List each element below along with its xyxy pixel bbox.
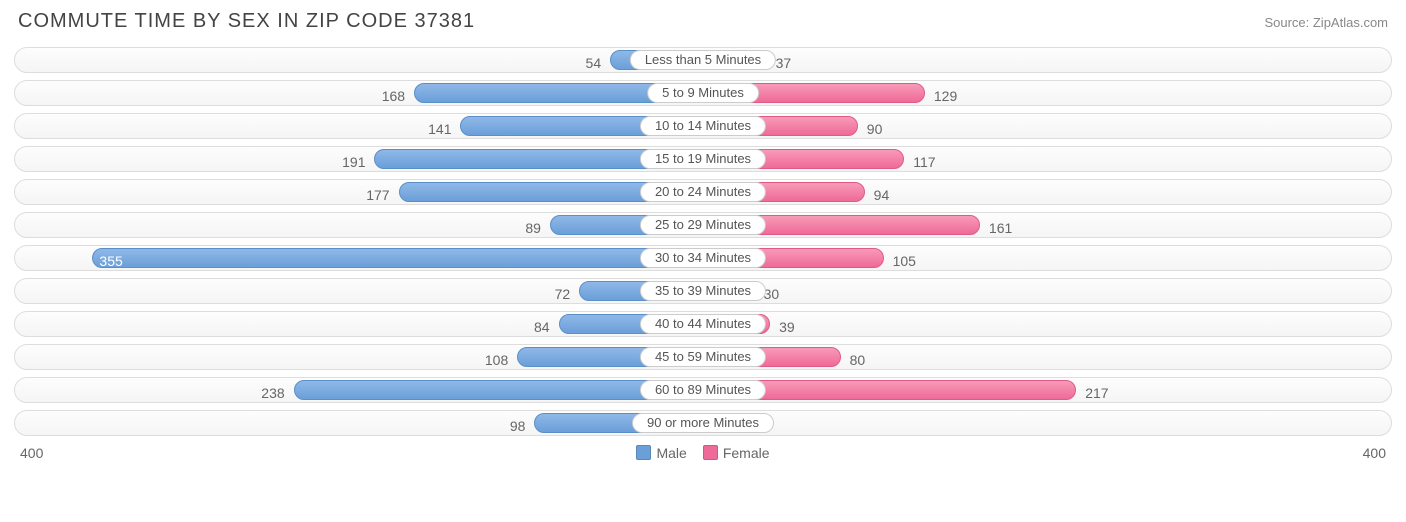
female-half: 30 — [703, 279, 1391, 303]
male-value: 108 — [485, 348, 518, 372]
male-half: 72 — [15, 279, 703, 303]
male-value: 191 — [342, 150, 375, 174]
female-value: 117 — [903, 150, 935, 174]
legend: Male Female — [636, 445, 769, 461]
chart-row: 355 105 30 to 34 Minutes — [14, 245, 1392, 271]
chart-row: 141 90 10 to 14 Minutes — [14, 113, 1392, 139]
category-label: 40 to 44 Minutes — [640, 314, 766, 334]
female-half: 39 — [703, 312, 1391, 336]
male-swatch-icon — [636, 445, 651, 460]
male-value: 355 — [99, 249, 122, 273]
category-label: 15 to 19 Minutes — [640, 149, 766, 169]
male-value: 141 — [428, 117, 461, 141]
chart-row: 177 94 20 to 24 Minutes — [14, 179, 1392, 205]
male-value: 89 — [525, 216, 551, 240]
chart-row: 72 3035 to 39 Minutes — [14, 278, 1392, 304]
chart-row: 191 117 15 to 19 Minutes — [14, 146, 1392, 172]
male-half: 89 — [15, 213, 703, 237]
female-value: 39 — [769, 315, 795, 339]
male-half: 177 — [15, 180, 703, 204]
female-half: 37 — [703, 48, 1391, 72]
category-label: Less than 5 Minutes — [630, 50, 776, 70]
chart-row: 238 217 60 to 89 Minutes — [14, 377, 1392, 403]
female-half: 80 — [703, 345, 1391, 369]
female-value: 161 — [979, 216, 1012, 240]
chart-container: COMMUTE TIME BY SEX IN ZIP CODE 37381 So… — [0, 0, 1406, 467]
female-value: 80 — [840, 348, 866, 372]
female-half: 0 — [703, 411, 1391, 435]
legend-male-label: Male — [656, 445, 686, 461]
chart-footer: 400 Male Female 400 — [14, 443, 1392, 461]
legend-female: Female — [703, 445, 770, 461]
female-half: 117 — [703, 147, 1391, 171]
category-label: 10 to 14 Minutes — [640, 116, 766, 136]
chart-row: 89 161 25 to 29 Minutes — [14, 212, 1392, 238]
axis-max-right: 400 — [1363, 445, 1386, 461]
male-value: 54 — [586, 51, 612, 75]
female-half: 129 — [703, 81, 1391, 105]
male-value: 168 — [382, 84, 415, 108]
male-value: 238 — [261, 381, 294, 405]
female-half: 161 — [703, 213, 1391, 237]
male-half: 54 — [15, 48, 703, 72]
chart-source: Source: ZipAtlas.com — [1264, 15, 1388, 30]
male-half: 191 — [15, 147, 703, 171]
chart-title: COMMUTE TIME BY SEX IN ZIP CODE 37381 — [18, 10, 475, 33]
chart-row: 108 80 45 to 59 Minutes — [14, 344, 1392, 370]
male-half: 141 — [15, 114, 703, 138]
chart-header: COMMUTE TIME BY SEX IN ZIP CODE 37381 So… — [14, 10, 1392, 33]
female-value: 90 — [857, 117, 883, 141]
female-half: 90 — [703, 114, 1391, 138]
female-value: 105 — [883, 249, 916, 273]
male-value: 72 — [555, 282, 581, 306]
female-swatch-icon — [703, 445, 718, 460]
female-half: 94 — [703, 180, 1391, 204]
category-label: 60 to 89 Minutes — [640, 380, 766, 400]
category-label: 35 to 39 Minutes — [640, 281, 766, 301]
female-half: 105 — [703, 246, 1391, 270]
category-label: 45 to 59 Minutes — [640, 347, 766, 367]
category-label: 25 to 29 Minutes — [640, 215, 766, 235]
male-half: 108 — [15, 345, 703, 369]
male-half: 238 — [15, 378, 703, 402]
male-value: 84 — [534, 315, 560, 339]
category-label: 90 or more Minutes — [632, 413, 774, 433]
female-half: 217 — [703, 378, 1391, 402]
chart-row: 168 129 5 to 9 Minutes — [14, 80, 1392, 106]
chart-body: 54 37Less than 5 Minutes 168 129 5 to 9 Minu… — [14, 47, 1392, 436]
male-half: 168 — [15, 81, 703, 105]
chart-row: 54 37Less than 5 Minutes — [14, 47, 1392, 73]
male-half: 355 — [15, 246, 703, 270]
male-half: 98 — [15, 411, 703, 435]
male-value: 177 — [366, 183, 399, 207]
category-label: 30 to 34 Minutes — [640, 248, 766, 268]
axis-max-left: 400 — [20, 445, 43, 461]
category-label: 5 to 9 Minutes — [647, 83, 759, 103]
legend-female-label: Female — [723, 445, 770, 461]
female-value: 129 — [924, 84, 957, 108]
female-value: 94 — [864, 183, 890, 207]
female-value: 217 — [1075, 381, 1108, 405]
category-label: 20 to 24 Minutes — [640, 182, 766, 202]
male-value: 98 — [510, 414, 536, 438]
legend-male: Male — [636, 445, 686, 461]
chart-row: 98 090 or more Minutes — [14, 410, 1392, 436]
male-bar: 355 — [92, 248, 703, 268]
chart-row: 84 3940 to 44 Minutes — [14, 311, 1392, 337]
male-half: 84 — [15, 312, 703, 336]
